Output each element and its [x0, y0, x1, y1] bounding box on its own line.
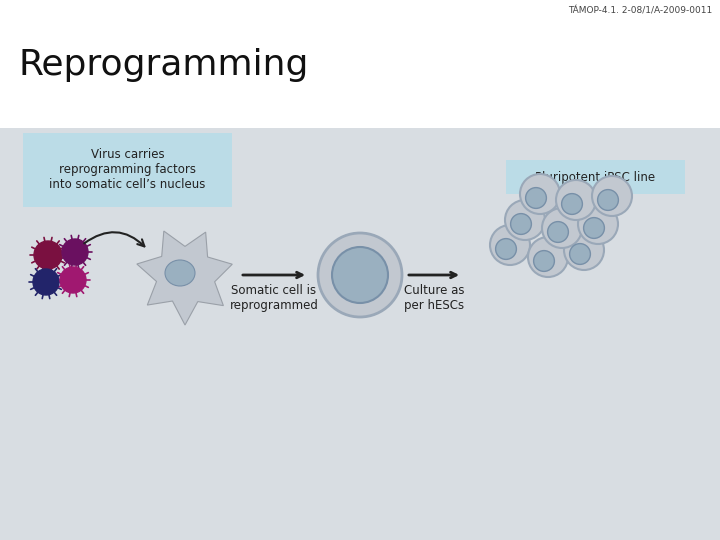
- Text: Culture as
per hESCs: Culture as per hESCs: [404, 284, 464, 312]
- Circle shape: [598, 190, 618, 211]
- Circle shape: [62, 239, 88, 265]
- Circle shape: [528, 237, 568, 277]
- Circle shape: [542, 208, 582, 248]
- FancyArrowPatch shape: [84, 232, 145, 246]
- Circle shape: [570, 244, 590, 265]
- Circle shape: [510, 214, 531, 234]
- Circle shape: [318, 233, 402, 317]
- Circle shape: [520, 174, 560, 214]
- Circle shape: [332, 247, 388, 303]
- Circle shape: [592, 176, 632, 216]
- FancyBboxPatch shape: [23, 133, 232, 207]
- Circle shape: [564, 230, 604, 270]
- Circle shape: [60, 267, 86, 293]
- Circle shape: [490, 225, 530, 265]
- Circle shape: [534, 251, 554, 272]
- Circle shape: [34, 241, 62, 269]
- Text: Somatic cell is
reprogrammed: Somatic cell is reprogrammed: [230, 284, 318, 312]
- Circle shape: [578, 204, 618, 244]
- Circle shape: [505, 200, 545, 240]
- Text: Pluripotent iPSC line: Pluripotent iPSC line: [536, 171, 656, 184]
- Circle shape: [526, 187, 546, 208]
- Circle shape: [556, 180, 596, 220]
- Polygon shape: [137, 231, 233, 325]
- Text: TÁMOP-4.1. 2-08/1/A-2009-0011: TÁMOP-4.1. 2-08/1/A-2009-0011: [568, 6, 712, 15]
- Text: Virus carries
reprogramming factors
into somatic cell’s nucleus: Virus carries reprogramming factors into…: [49, 148, 206, 192]
- Circle shape: [562, 194, 582, 214]
- Ellipse shape: [165, 260, 195, 286]
- Bar: [0, 128, 720, 540]
- Circle shape: [495, 239, 516, 259]
- Circle shape: [548, 221, 568, 242]
- Bar: [0, 0, 720, 130]
- FancyBboxPatch shape: [506, 160, 685, 194]
- Text: Reprogramming: Reprogramming: [18, 48, 308, 82]
- Circle shape: [33, 269, 59, 295]
- Circle shape: [584, 218, 604, 238]
